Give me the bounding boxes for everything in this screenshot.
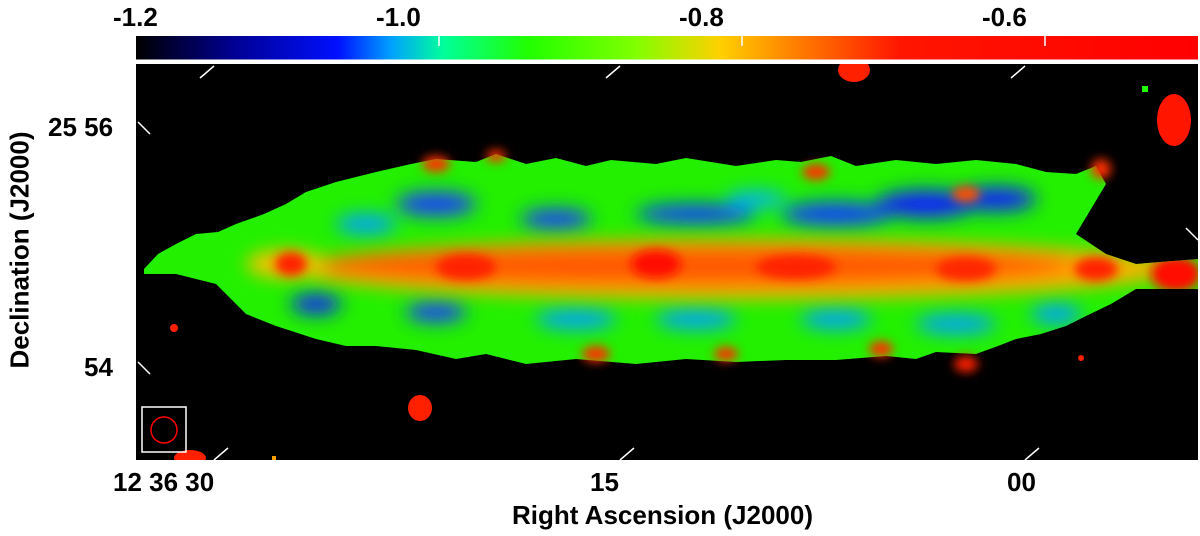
beam-ellipse bbox=[150, 416, 178, 444]
spectral-index-map bbox=[136, 64, 1198, 460]
colorbar-tick-label: -1.0 bbox=[376, 2, 421, 32]
colorbar-tick-label: -0.6 bbox=[982, 2, 1027, 32]
colorbar-tick-label: -0.8 bbox=[679, 2, 724, 32]
y-tick-label: 25 56 bbox=[48, 112, 114, 142]
y-axis-title: Declination (J2000) bbox=[4, 131, 35, 369]
edge-blobs bbox=[422, 150, 1111, 372]
x-tick-label: 15 bbox=[590, 467, 619, 497]
y-tick-label: 54 bbox=[84, 352, 113, 382]
colorbar bbox=[136, 36, 1198, 63]
galaxy-emission bbox=[144, 154, 1198, 364]
x-tick-label: 12 36 30 bbox=[113, 467, 215, 497]
colorbar-tick-label: -1.2 bbox=[113, 2, 158, 32]
beam-box bbox=[141, 406, 187, 453]
x-tick-label: 00 bbox=[1007, 467, 1036, 497]
compact-sources bbox=[170, 64, 1191, 460]
colorbar-gradient bbox=[136, 36, 1198, 60]
x-axis-title: Right Ascension (J2000) bbox=[512, 500, 814, 530]
coordinate-ticks bbox=[137, 65, 1198, 460]
